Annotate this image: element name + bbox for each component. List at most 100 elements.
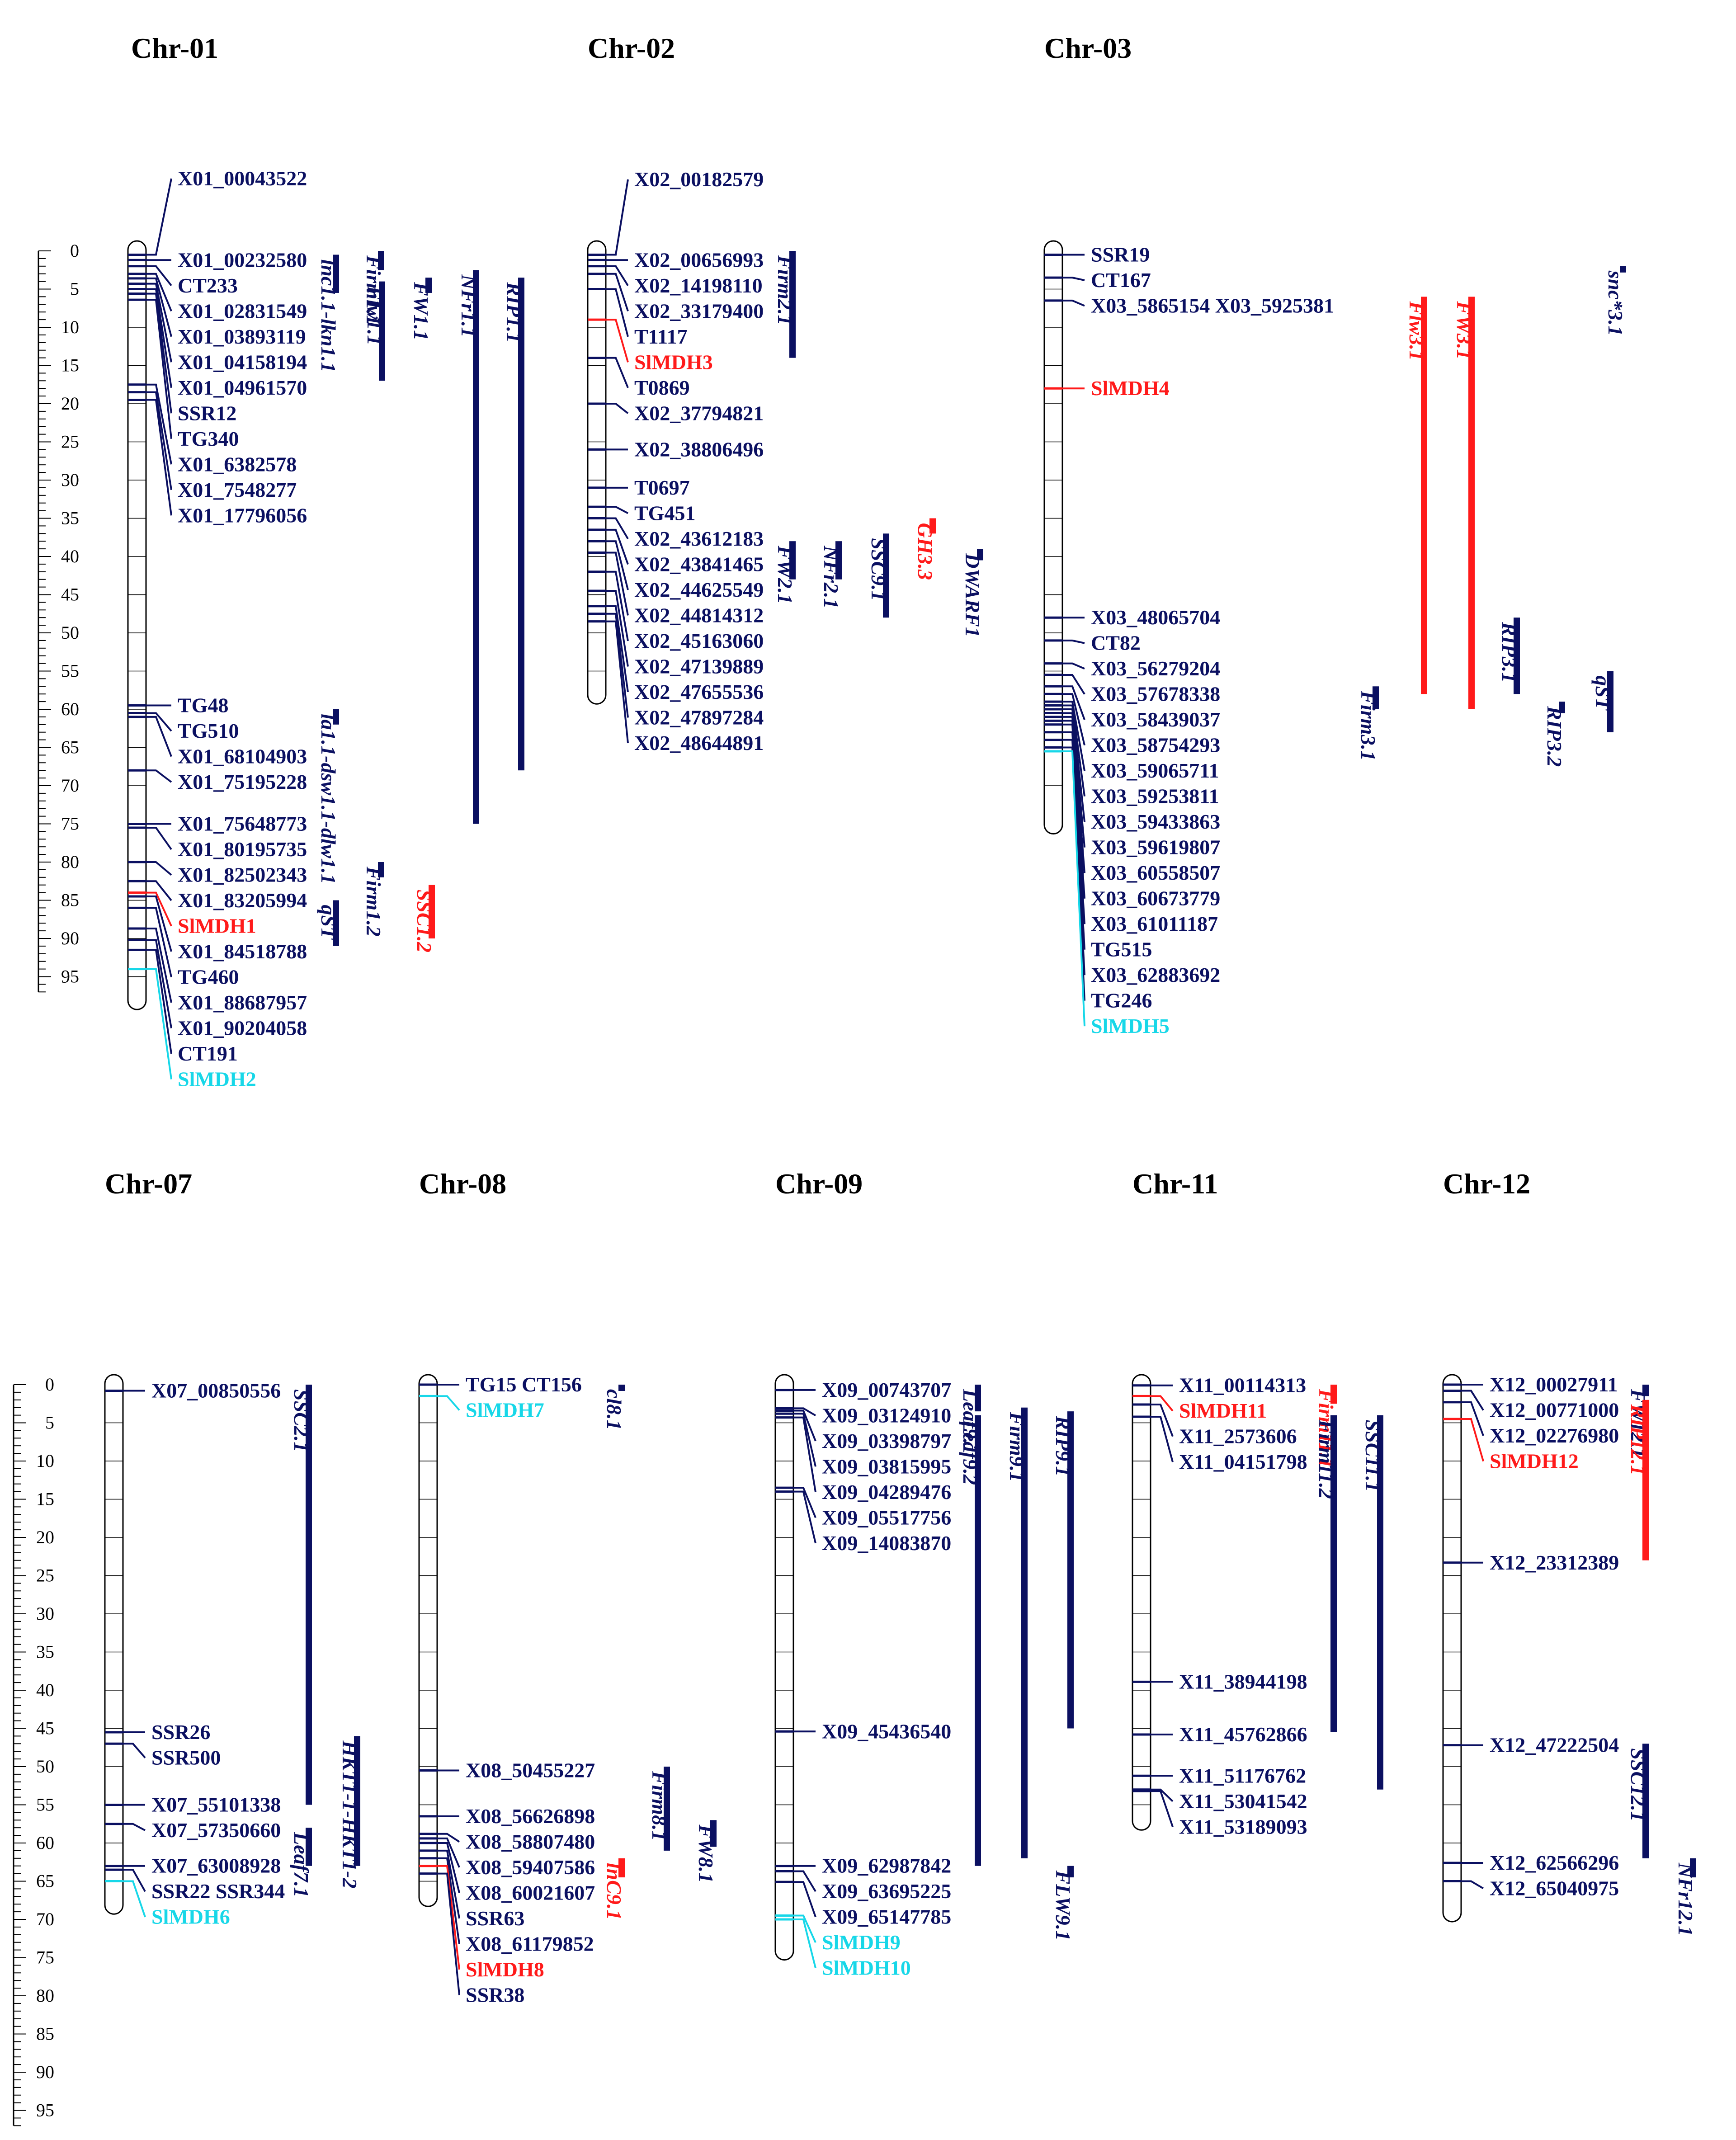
qtl-bar [333, 900, 339, 946]
qtl-label: RIP9.1 [1052, 1415, 1075, 1476]
marker-connector [123, 1743, 146, 1758]
qtl-bar [1607, 671, 1613, 732]
marker-label: SlMDH2 [178, 1068, 256, 1091]
marker-label: SlMDH4 [1091, 377, 1170, 400]
marker-label: X09_45436540 [822, 1720, 951, 1743]
marker-connector [146, 769, 172, 783]
marker-label: X07_00850556 [151, 1379, 281, 1402]
marker-connector [1062, 693, 1085, 746]
ruler-tick-label: 90 [36, 2062, 54, 2082]
marker-label: TG340 [178, 427, 239, 450]
marker-label: X02_47655536 [634, 680, 764, 703]
marker-label: X01_75648773 [178, 812, 307, 835]
marker-label: X01_7548277 [178, 478, 297, 501]
qtl-bar [1514, 617, 1520, 694]
marker-label: X02_43612183 [634, 527, 764, 550]
ruler-tick-label: 40 [61, 546, 79, 566]
qtl-bar [1373, 686, 1379, 709]
marker-connector [146, 299, 172, 439]
marker-connector [146, 399, 172, 516]
marker-label: CT167 [1091, 269, 1151, 292]
marker-label: SlMDH7 [466, 1399, 544, 1422]
ruler-tick-label: 45 [61, 584, 79, 605]
qtl-label: Firm9.1 [1005, 1412, 1028, 1482]
marker-label: SlMDH6 [151, 1905, 230, 1928]
marker-connector [1062, 723, 1085, 924]
marker-label: X03_60673779 [1091, 887, 1220, 910]
marker-connector [1461, 1401, 1484, 1436]
marker-connector [146, 907, 172, 977]
chromosome-title: Chr-11 [1132, 1168, 1218, 1200]
qtl-bar [306, 1828, 312, 1866]
marker-label: X01_80195735 [178, 838, 307, 861]
marker-label: X01_84518788 [178, 940, 307, 963]
marker-label: X02_00182579 [634, 168, 764, 191]
marker-label: X09_03124910 [822, 1404, 951, 1427]
chromosome-bar [1132, 1374, 1151, 1831]
qtl-label: RIP1.1 [502, 282, 525, 343]
marker-label: SlMDH3 [634, 350, 713, 373]
marker-label: X07_55101338 [151, 1793, 281, 1816]
marker-label: SlMDH9 [822, 1931, 901, 1954]
qtl-bar [518, 278, 524, 771]
qtl-label: lnc1.1-lkn1.1 [317, 259, 340, 372]
marker-connector [606, 528, 629, 565]
ruler-tick-label: 5 [70, 279, 79, 299]
marker-label: T1117 [634, 325, 688, 348]
qtl-bar [1468, 297, 1475, 709]
marker-label: CT191 [178, 1042, 238, 1065]
qtl-bar [378, 251, 384, 270]
qtl-label: Leaf9.2 [959, 1419, 982, 1485]
marker-connector [437, 1857, 460, 1944]
marker-label: SSR63 [466, 1907, 524, 1930]
marker-label: X02_37794821 [634, 401, 764, 424]
marker-connector [146, 939, 172, 1028]
marker-connector [606, 357, 629, 388]
marker-label: X11_53041542 [1179, 1790, 1307, 1813]
scale-ruler: 0 5 10 15 20 25 30 35 40 45 50 55 60 65 70 75 80 85 90 95 [13, 1374, 54, 2126]
qtl-label: NFr1.1 [457, 274, 480, 337]
marker-connector [606, 273, 629, 311]
ruler-tick-label: 5 [45, 1413, 54, 1433]
marker-label: X09_03398797 [822, 1429, 951, 1452]
marker-label: X01_88687957 [178, 991, 307, 1014]
qtl-label: Firm11.2 [1315, 1419, 1338, 1499]
marker-connector [606, 613, 629, 718]
marker-connector [606, 288, 629, 337]
qtl-label: NFr12.1 [1674, 1862, 1697, 1936]
qtl-label: FW3.1 [1453, 301, 1476, 359]
marker-connector [1062, 277, 1085, 281]
marker-label: X09_04289476 [822, 1480, 951, 1504]
marker-label: X11_51176762 [1179, 1764, 1306, 1787]
marker-label: X03_58754293 [1091, 734, 1220, 757]
ruler-tick-label: 25 [36, 1565, 54, 1586]
marker-label: X02_00656993 [634, 248, 764, 271]
marker-label: TG515 [1091, 938, 1152, 961]
marker-label: X12_23312389 [1490, 1551, 1619, 1574]
marker-label: SlMDH12 [1490, 1450, 1579, 1473]
ruler-tick-label: 50 [36, 1756, 54, 1777]
marker-connector [437, 1395, 460, 1411]
marker-connector [606, 403, 629, 414]
marker-label: X01_90204058 [178, 1017, 307, 1040]
ruler-tick-label: 50 [61, 622, 79, 643]
marker-label: X08_59407586 [466, 1856, 595, 1879]
marker-label: X12_00771000 [1490, 1399, 1619, 1422]
marker-label: SlMDH5 [1091, 1014, 1170, 1037]
qtl-bar [618, 1858, 625, 1878]
marker-label: X03_58439037 [1091, 708, 1220, 731]
ruler-tick-label: 0 [45, 1374, 54, 1395]
qtl-label: Firm1.2 [362, 866, 385, 937]
qtl-label: la1.1-dsw1.1-dlw1.1 [317, 714, 340, 884]
marker-connector [146, 288, 172, 388]
marker-label: X01_00232580 [178, 248, 307, 271]
marker-connector [1062, 299, 1085, 307]
ruler-tick-label: 40 [36, 1680, 54, 1700]
marker-connector [793, 1409, 816, 1442]
qtl-label: FW1.1 [410, 282, 433, 340]
marker-connector [1062, 704, 1085, 797]
marker-connector [437, 1849, 460, 1919]
marker-label: CT233 [178, 274, 238, 297]
